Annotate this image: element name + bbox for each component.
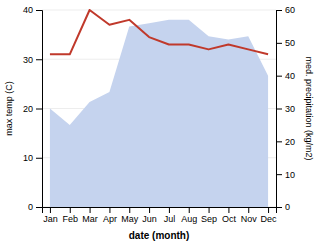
tick-label: 60 [285, 5, 295, 15]
tick: Dec [261, 207, 278, 224]
tick-mark [36, 158, 42, 159]
grid-line [42, 10, 276, 11]
tick-mark [228, 207, 229, 213]
tick-label: Jul [164, 214, 176, 224]
tick-label: Aug [181, 214, 197, 224]
tick-label: 40 [285, 71, 295, 81]
tick-label: 10 [23, 153, 33, 163]
tick-label: 30 [285, 104, 295, 114]
tick-mark [109, 207, 110, 213]
tick-label: 0 [285, 202, 290, 212]
tick-label: Jun [142, 214, 157, 224]
tick: Nov [241, 207, 258, 224]
tick: 40 [23, 5, 42, 15]
tick-label: 20 [285, 137, 295, 147]
tick: 30 [23, 55, 42, 65]
axis-line [43, 208, 277, 214]
tick-mark [276, 10, 282, 11]
tick: Oct [222, 207, 237, 224]
tick: Jul [164, 207, 176, 224]
tick-mark [276, 76, 282, 77]
tick-label: Feb [63, 214, 79, 224]
tick: 20 [276, 137, 295, 147]
axis-line [277, 11, 283, 208]
tick-label: 20 [23, 104, 33, 114]
tick: 30 [276, 104, 295, 114]
tick: 0 [276, 202, 290, 212]
tick: 50 [276, 38, 295, 48]
tick-label: Mar [82, 214, 98, 224]
tick-mark [209, 207, 210, 213]
tick: Feb [63, 207, 79, 224]
tick-label: May [121, 214, 139, 224]
axis-line [36, 11, 43, 208]
tick: Aug [181, 207, 197, 224]
tick-label: 0 [28, 202, 33, 212]
tick-mark [36, 59, 42, 60]
tick-mark [276, 207, 282, 208]
tick-label: Apr [103, 214, 117, 224]
tick-mark [36, 10, 42, 11]
tick-mark [276, 141, 282, 142]
tick-mark [36, 207, 42, 208]
tick: Mar [82, 207, 98, 224]
tick: 40 [276, 71, 295, 81]
tick-label: 30 [23, 55, 33, 65]
tick-label: 10 [285, 170, 295, 180]
tick: Jun [142, 207, 157, 224]
tick: Apr [103, 207, 117, 224]
tick-label: Nov [241, 214, 258, 224]
tick: Sep [201, 207, 217, 224]
tick-label: 50 [285, 38, 295, 48]
tick-mark [90, 207, 91, 213]
tick-label: Dec [261, 214, 278, 224]
tick-label: Oct [222, 214, 237, 224]
tick: 10 [23, 153, 42, 163]
tick-mark [36, 109, 42, 110]
tick-mark [248, 207, 249, 213]
tick: 20 [23, 104, 42, 114]
tick: 60 [276, 5, 295, 15]
tick-mark [268, 207, 269, 213]
x-axis: Jan FebMar Apr MayJun Jul Aug Sep Oct NovDec [43, 207, 278, 224]
tick-mark [149, 207, 150, 213]
tick-mark [70, 207, 71, 213]
tick-mark [169, 207, 170, 213]
tick-mark [129, 207, 130, 213]
line [50, 10, 268, 54]
tick: 0 [28, 202, 42, 212]
tick-mark [50, 207, 51, 213]
tick-mark [276, 174, 282, 175]
tick-label: Jan [43, 214, 58, 224]
tick-label: 40 [23, 5, 33, 15]
grid [42, 10, 276, 207]
tick: 10 [276, 170, 295, 180]
y2-axis: 0 10 20 30 40 50 60 [276, 5, 295, 212]
area [50, 20, 268, 207]
chart: Jan FebMar Apr MayJun Jul Aug Sep Oct NovDec 0 10 2… [0, 0, 318, 247]
y-axis-title: max temp (C) [4, 81, 14, 136]
tick: May [121, 207, 139, 224]
tick-mark [276, 109, 282, 110]
marks [50, 10, 268, 207]
y2-axis-title: med. precipitation (kg/m2) [304, 56, 314, 160]
tick-label: Sep [201, 214, 217, 224]
plot: Jan FebMar Apr MayJun Jul Aug Sep Oct NovDec 0 10 2… [4, 5, 314, 241]
tick: Jan [43, 207, 58, 224]
y-axis: 0 10 20 30 40 [23, 5, 43, 212]
x-axis-title: date (month) [129, 230, 190, 241]
tick-mark [276, 43, 282, 44]
tick-mark [189, 207, 190, 213]
